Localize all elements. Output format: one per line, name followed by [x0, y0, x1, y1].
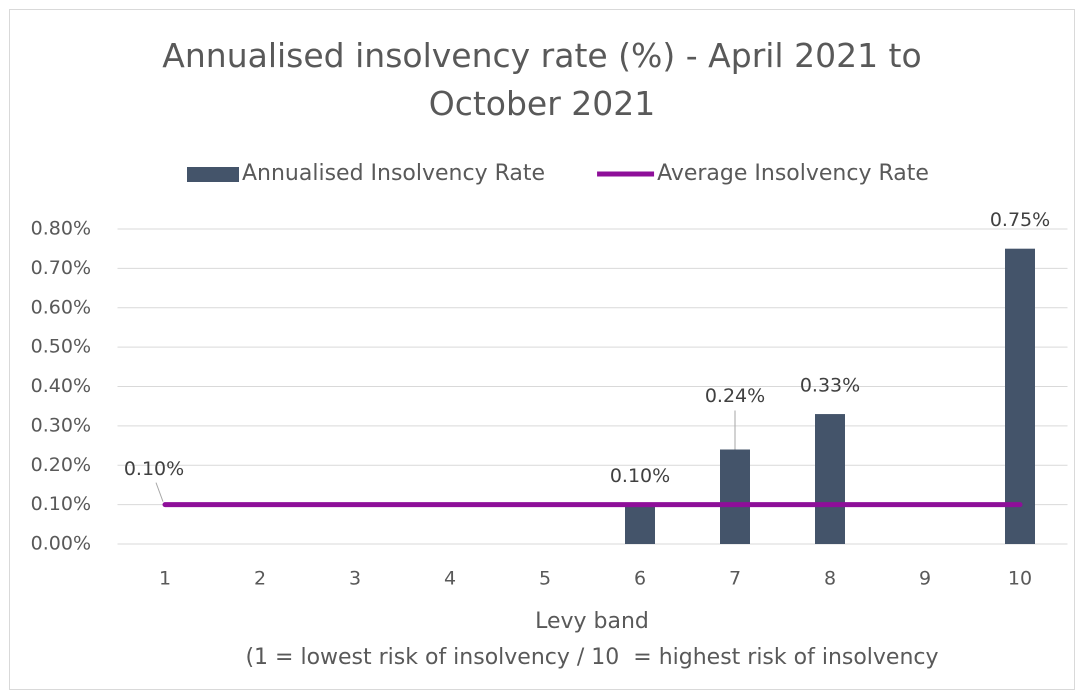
y-tick-label: 0.40%: [31, 375, 91, 397]
y-tick-label: 0.00%: [31, 533, 91, 555]
bar: [815, 414, 845, 544]
x-tick-label: 4: [444, 568, 456, 590]
y-tick-label: 0.20%: [31, 454, 91, 476]
x-tick-label: 5: [539, 568, 551, 590]
chart-title: Annualised insolvency rate (%) - April 2…: [162, 36, 922, 123]
x-tick-label: 1: [159, 568, 171, 590]
x-tick-label: 2: [254, 568, 266, 590]
y-tick-label: 0.80%: [31, 218, 91, 240]
leader-line: [155, 482, 164, 502]
x-tick-label: 9: [919, 568, 931, 590]
legend-swatch: [187, 167, 239, 182]
x-axis-note: (1 = lowest risk of insolvency / 10 = hi…: [245, 645, 938, 670]
x-tick-label: 6: [634, 568, 646, 590]
chart-border: [9, 9, 1075, 690]
data-label: 0.10%: [610, 465, 670, 487]
data-label: 0.10%: [124, 458, 184, 480]
y-tick-label: 0.60%: [31, 296, 91, 318]
data-label: 0.24%: [705, 385, 765, 407]
x-tick-label: 7: [729, 568, 741, 590]
y-tick-label: 0.70%: [31, 257, 91, 279]
data-label: 0.33%: [800, 375, 860, 397]
y-tick-label: 0.30%: [31, 414, 91, 436]
y-tick-label: 0.50%: [31, 336, 91, 358]
x-axis-label: Levy band: [535, 609, 649, 634]
x-tick-label: 8: [824, 568, 836, 590]
bar: [625, 504, 655, 544]
x-tick-label: 10: [1008, 568, 1032, 590]
y-tick-label: 0.10%: [31, 493, 91, 515]
bar: [720, 449, 750, 544]
x-tick-label: 3: [349, 568, 361, 590]
bar: [1005, 248, 1035, 544]
legend-label: Average Insolvency Rate: [657, 161, 929, 186]
data-label: 0.75%: [990, 209, 1050, 231]
legend-label: Annualised Insolvency Rate: [242, 161, 545, 186]
